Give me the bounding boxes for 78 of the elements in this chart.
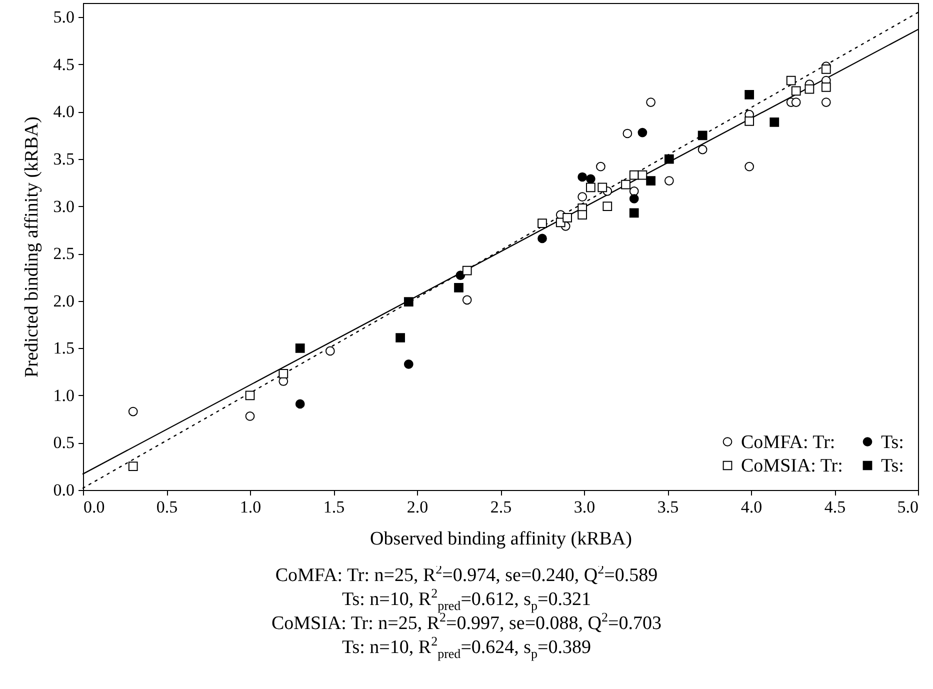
point <box>462 295 472 305</box>
point <box>629 170 639 180</box>
point <box>804 84 814 94</box>
y-tick-label: 3.5 <box>53 150 74 169</box>
legend-label: Ts: <box>881 456 904 476</box>
y-axis-title: Predicted binding affinity (kRBA) <box>21 116 42 378</box>
point <box>562 212 572 222</box>
point <box>578 210 588 220</box>
point <box>744 90 754 100</box>
point <box>622 128 632 138</box>
x-tick-label: 4.5 <box>824 498 846 516</box>
x-tick-label: 0.0 <box>84 498 105 516</box>
point <box>128 406 138 416</box>
point <box>638 128 648 138</box>
x-tick-label: 1.5 <box>323 498 345 516</box>
y-tick-label: 2.5 <box>53 244 74 264</box>
legend-label: Ts: <box>881 432 904 453</box>
point <box>586 182 596 192</box>
y-tick-label: 1.5 <box>53 338 74 358</box>
point <box>821 64 831 74</box>
y-tick-label: 4.5 <box>53 54 74 74</box>
text: Ts: n=10, R$^{2}$$_{pred}$=0.624, s$_{p}$=0.389 <box>340 634 592 661</box>
point <box>586 174 596 184</box>
point <box>744 162 754 172</box>
x-tick-label: 4.0 <box>740 498 762 516</box>
point <box>538 234 547 244</box>
point <box>638 170 648 180</box>
y-tick-label: 0.0 <box>53 480 74 500</box>
point <box>786 76 796 86</box>
x-tick-label: 1.0 <box>240 498 262 516</box>
point <box>325 346 335 356</box>
point <box>404 360 414 369</box>
point <box>821 82 831 92</box>
x-axis-title: Observed binding affinity (kRBA) <box>370 528 632 550</box>
point <box>396 333 405 342</box>
point <box>404 297 414 307</box>
point <box>578 192 588 202</box>
point <box>462 266 472 276</box>
point <box>578 172 588 182</box>
point <box>295 343 305 353</box>
point <box>770 117 780 127</box>
point <box>629 194 639 204</box>
point <box>664 154 674 164</box>
y-tick-label: 2.0 <box>53 291 74 310</box>
x-tick-label: 0.5 <box>156 498 178 516</box>
point <box>245 390 255 400</box>
point <box>454 282 464 292</box>
legend-label: CoMSIA: Tr: <box>741 456 843 476</box>
x-tick-label: 2.0 <box>406 498 428 516</box>
point <box>245 412 255 421</box>
point <box>621 180 630 190</box>
y-tick-label: 0.5 <box>53 433 74 452</box>
point <box>278 369 288 378</box>
point <box>646 98 656 107</box>
point <box>538 218 547 228</box>
x-tick-label: 3.0 <box>574 498 596 516</box>
point <box>698 130 708 140</box>
y-tick-label: 3.0 <box>53 196 74 216</box>
point <box>596 162 606 172</box>
point <box>646 176 656 186</box>
x-tick-label: 5.0 <box>897 498 918 516</box>
point <box>664 176 674 186</box>
y-tick-label: 4.0 <box>53 102 74 122</box>
point <box>598 182 608 192</box>
point <box>821 98 831 107</box>
point <box>602 202 612 211</box>
x-tick-label: 3.5 <box>657 498 679 516</box>
point <box>128 462 138 472</box>
y-tick-label: 1.0 <box>53 386 74 405</box>
point <box>629 208 639 218</box>
legend-label: CoMFA: Tr: <box>741 432 836 453</box>
point <box>744 116 754 126</box>
point <box>791 98 801 107</box>
y-tick-label: 5.0 <box>53 8 74 27</box>
point <box>791 86 801 96</box>
point <box>698 144 708 154</box>
point <box>295 399 305 409</box>
x-tick-label: 2.5 <box>490 498 512 516</box>
